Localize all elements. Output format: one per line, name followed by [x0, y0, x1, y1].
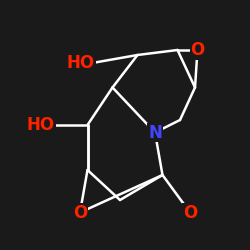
- Text: HO: HO: [27, 116, 55, 134]
- Text: O: O: [73, 204, 87, 222]
- Text: O: O: [183, 204, 197, 222]
- Text: HO: HO: [67, 54, 95, 72]
- Text: N: N: [148, 124, 162, 142]
- Text: O: O: [190, 41, 204, 59]
